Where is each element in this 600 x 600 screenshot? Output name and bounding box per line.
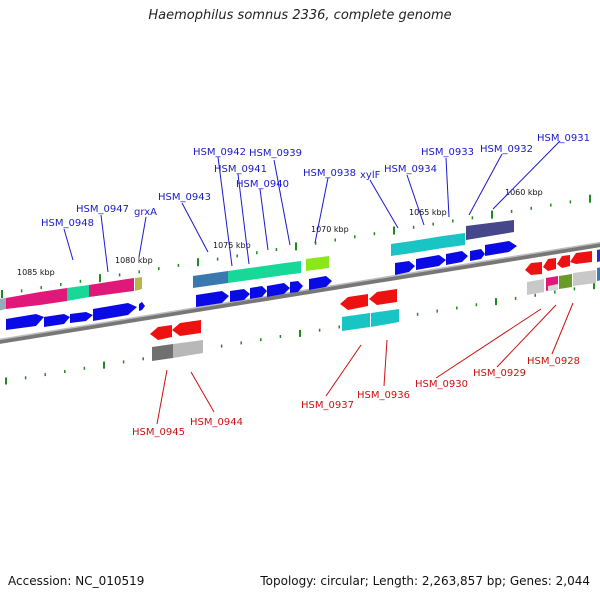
cds-arrow [570, 251, 592, 264]
cds-arrow [395, 261, 415, 275]
feature-block [6, 292, 40, 309]
gene-label: HSM_0939 [249, 148, 302, 159]
genome-summary-text: Topology: circular; Length: 2,263,857 bp… [260, 574, 590, 588]
gene-label: xylF [360, 170, 381, 181]
forward-cds-arrows [6, 241, 517, 330]
scale-label: 1080 kbp [115, 256, 153, 265]
cds-arrow [150, 325, 172, 340]
gene-label: grxA [134, 207, 157, 218]
feature-block [193, 271, 228, 288]
gene-label: HSM_0938 [303, 168, 356, 179]
scale-label: 1070 kbp [311, 225, 349, 234]
reverse-cds-arrows [150, 249, 600, 340]
gene-label: HSM_0933 [421, 147, 474, 158]
feature-block [135, 277, 142, 291]
gene-label: HSM_0930 [415, 379, 468, 390]
gene-label: HSM_0931 [537, 133, 590, 144]
cds-arrow [6, 314, 44, 330]
reverse-feature-blocks [152, 267, 600, 361]
gene-label: HSM_0943 [158, 192, 211, 203]
gene-label: HSM_0929 [473, 368, 526, 379]
cds-arrow [446, 251, 468, 265]
feature-block [391, 241, 412, 256]
cds-arrow [485, 241, 517, 256]
cds-arrow [70, 312, 93, 323]
feature-block [527, 279, 544, 295]
forward-gene-labels: HSM_0948 HSM_0947 grxA HSM_0943 HSM_0942… [41, 133, 590, 229]
feature-block [443, 233, 465, 248]
forward-feature-blocks [0, 220, 514, 311]
scale-label: 1075 kbp [213, 241, 251, 250]
cds-arrow [543, 258, 556, 271]
feature-block [264, 263, 285, 278]
feature-block [89, 278, 134, 297]
feature-block [285, 261, 301, 275]
scale-label: 1065 kbp [409, 208, 447, 217]
cds-arrow [309, 276, 332, 290]
cds-arrow [416, 255, 446, 270]
cds-arrow [230, 289, 250, 302]
feature-block [597, 267, 600, 281]
scale-ticks-outer [1, 194, 591, 298]
cds-arrow [557, 255, 570, 268]
feature-block [371, 309, 399, 327]
cds-arrow [369, 289, 397, 305]
gene-label: HSM_0945 [132, 427, 185, 438]
gene-label: HSM_0940 [236, 179, 289, 190]
cds-arrow [93, 303, 137, 321]
feature-block [342, 313, 370, 331]
cds-arrow [525, 262, 542, 275]
gene-label: HSM_0928 [527, 356, 580, 367]
scale-label: 1060 kbp [505, 188, 543, 197]
cds-arrow [267, 283, 290, 297]
gene-label: HSM_0947 [76, 204, 129, 215]
cds-arrow [470, 249, 485, 261]
scale-label: 1085 kbp [17, 268, 55, 277]
feature-block [306, 256, 329, 271]
feature-block [548, 284, 558, 291]
cds-arrow [196, 291, 229, 307]
gene-label: HSM_0937 [301, 400, 354, 411]
gene-label: HSM_0948 [41, 218, 94, 229]
cds-arrow [44, 314, 70, 327]
scale-labels: 1085 kbp 1080 kbp 1075 kbp 1070 kbp 1065… [17, 188, 543, 277]
cds-arrow [290, 281, 303, 293]
genome-backbone [0, 241, 600, 344]
cds-arrow [340, 294, 368, 310]
feature-block [559, 274, 572, 289]
feature-block [152, 344, 173, 361]
feature-block [173, 340, 203, 358]
cds-arrow [139, 302, 145, 311]
reverse-label-callouts [156, 302, 574, 425]
feature-block [67, 285, 89, 301]
gene-label: HSM_0934 [384, 164, 437, 175]
cds-arrow [250, 286, 267, 299]
reverse-gene-labels: HSM_0945 HSM_0944 HSM_0937 HSM_0936 HSM_… [132, 356, 580, 438]
gene-label: HSM_0942 [193, 147, 246, 158]
feature-block [40, 288, 67, 305]
gene-label: HSM_0932 [480, 144, 533, 155]
feature-block [0, 298, 6, 311]
feature-block [228, 266, 264, 283]
gene-label: HSM_0936 [357, 390, 410, 401]
gene-label: HSM_0941 [214, 164, 267, 175]
feature-block [466, 220, 514, 240]
feature-block [412, 236, 443, 253]
feature-block [573, 270, 596, 286]
page-title: Haemophilus somnus 2336, complete genome [148, 8, 452, 23]
cds-arrow [597, 249, 600, 262]
cds-arrow [172, 320, 201, 336]
gene-label: HSM_0944 [190, 417, 243, 428]
forward-label-callouts [63, 140, 561, 273]
accession-text: Accession: NC_010519 [8, 574, 145, 588]
